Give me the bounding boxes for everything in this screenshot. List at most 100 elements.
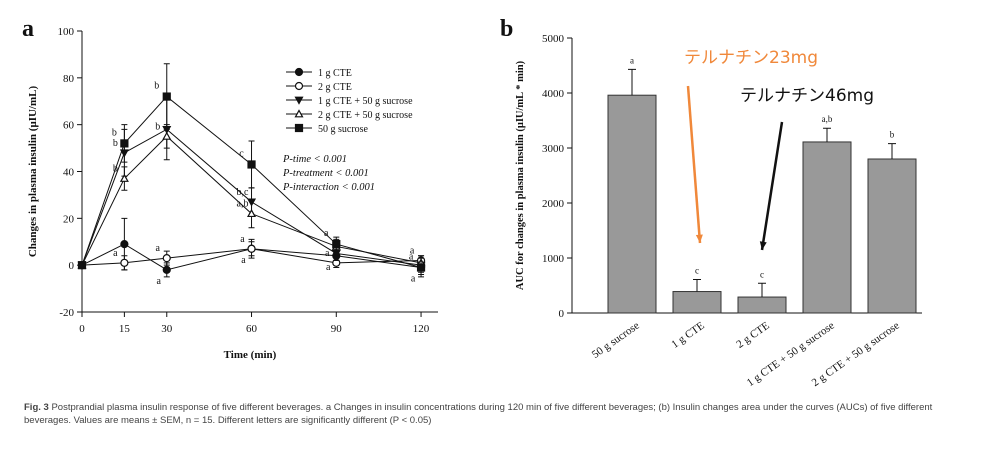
marker bbox=[77, 261, 87, 270]
significance-letter: b bbox=[113, 138, 118, 149]
significance-letter: a bbox=[157, 276, 162, 287]
annotation: テルナチン46mg bbox=[740, 86, 874, 106]
annotation-arrowhead bbox=[759, 241, 767, 250]
y-tick-label: -20 bbox=[59, 307, 74, 319]
stats-note: P-treatment < 0.001 bbox=[282, 168, 369, 179]
y-tick-label: 0 bbox=[69, 260, 75, 272]
significance-letter: a,b bbox=[237, 199, 249, 210]
x-tick-label: 15 bbox=[119, 323, 131, 335]
x-tick-label: 2 g CTE bbox=[734, 319, 772, 350]
x-tick-label: 30 bbox=[161, 323, 173, 335]
legend-label: 50 g sucrose bbox=[318, 124, 369, 135]
marker bbox=[294, 81, 304, 91]
marker bbox=[162, 265, 171, 274]
y-tick-label: 20 bbox=[63, 213, 75, 225]
significance-letter: a bbox=[326, 262, 331, 273]
annotation-arrow bbox=[760, 121, 784, 251]
line bbox=[81, 95, 422, 268]
y-tick-label: 100 bbox=[58, 26, 75, 38]
marker bbox=[416, 263, 426, 272]
legend-label: 2 g CTE + 50 g sucrose bbox=[318, 110, 413, 121]
marker bbox=[247, 160, 256, 169]
caption: Fig. 3 Postprandial plasma insulin respo… bbox=[24, 401, 964, 427]
x-tick-label: 0 bbox=[79, 323, 85, 335]
y-tick-label: 2000 bbox=[542, 198, 565, 210]
significance-letter: c bbox=[239, 148, 244, 159]
marker bbox=[119, 173, 129, 182]
y-axis-label: AUC for changes in plasma insulin (μIU/m… bbox=[515, 60, 526, 290]
significance-letter: a bbox=[409, 252, 414, 263]
error-bar bbox=[888, 143, 896, 159]
x-tick-label: 120 bbox=[413, 323, 430, 335]
marker bbox=[162, 131, 172, 140]
significance-letter: b bbox=[155, 121, 160, 132]
y-tick-label: 3000 bbox=[542, 143, 565, 155]
significance-letter: b bbox=[154, 81, 159, 92]
y-tick-label: 1000 bbox=[542, 253, 565, 265]
significance-letter: c bbox=[695, 265, 699, 275]
significance-letter: a bbox=[410, 245, 415, 256]
marker bbox=[332, 239, 341, 249]
y-tick-label: 60 bbox=[63, 120, 75, 132]
significance-letter: b bbox=[112, 127, 117, 138]
annotation: テルナチン23mg bbox=[684, 48, 818, 68]
marker bbox=[120, 258, 129, 267]
caption-text: Postprandial plasma insulin response of … bbox=[24, 402, 933, 426]
bar bbox=[672, 291, 722, 314]
y-tick-label: 80 bbox=[63, 73, 75, 85]
marker bbox=[294, 109, 304, 118]
legend-label: 1 g CTE + 50 g sucrose bbox=[318, 96, 413, 107]
annotation-arrowhead bbox=[695, 234, 703, 243]
significance-letter: a bbox=[411, 274, 416, 285]
significance-letter: a bbox=[325, 248, 330, 259]
significance-letter: a bbox=[113, 248, 118, 259]
x-tick-label: 50 g sucrose bbox=[590, 320, 642, 361]
legend-label: 2 g CTE bbox=[318, 82, 352, 93]
x-tick-label: 60 bbox=[246, 323, 258, 335]
x-tick-label: 1 g CTE bbox=[669, 319, 707, 350]
line bbox=[81, 128, 422, 266]
caption-label: Fig. 3 bbox=[24, 402, 49, 413]
y-tick-label: 4000 bbox=[542, 88, 565, 100]
line bbox=[81, 248, 422, 266]
significance-letter: b,c bbox=[237, 187, 250, 198]
annotation-arrow bbox=[686, 85, 702, 244]
stats-note: P-interaction < 0.001 bbox=[282, 182, 375, 193]
panel-label: a bbox=[22, 16, 34, 42]
bar bbox=[607, 94, 657, 314]
significance-letter: c bbox=[760, 269, 764, 279]
bar bbox=[802, 141, 852, 314]
significance-letter: a bbox=[156, 243, 161, 254]
line bbox=[81, 135, 422, 266]
marker bbox=[294, 96, 304, 105]
significance-letter: a bbox=[241, 255, 246, 266]
error-bar bbox=[693, 278, 701, 292]
significance-letter: a bbox=[630, 55, 634, 65]
y-tick-label: 40 bbox=[63, 167, 75, 179]
marker bbox=[247, 208, 257, 218]
y-tick-label: 0 bbox=[559, 308, 565, 320]
marker bbox=[294, 123, 304, 133]
panel-label: b bbox=[500, 16, 513, 42]
significance-letter: a,b bbox=[822, 114, 833, 124]
bar bbox=[737, 296, 787, 314]
error-bar bbox=[823, 127, 831, 142]
y-tick-label: 5000 bbox=[542, 33, 565, 45]
error-bar bbox=[628, 68, 636, 96]
error-bar bbox=[758, 282, 766, 298]
bar bbox=[867, 158, 917, 314]
line bbox=[81, 243, 422, 271]
legend-label: 1 g CTE bbox=[318, 68, 352, 79]
significance-letter: b bbox=[890, 130, 895, 140]
x-tick-label: 90 bbox=[331, 323, 343, 335]
stats-note: P-time < 0.001 bbox=[282, 154, 347, 165]
marker bbox=[247, 244, 256, 253]
significance-letter: a bbox=[240, 234, 245, 245]
y-axis-label: Changes in plasma insulin (μIU/mL) bbox=[27, 86, 39, 258]
marker bbox=[294, 67, 304, 77]
x-axis-label: Time (min) bbox=[224, 349, 277, 361]
marker bbox=[120, 239, 129, 249]
marker bbox=[162, 254, 171, 263]
